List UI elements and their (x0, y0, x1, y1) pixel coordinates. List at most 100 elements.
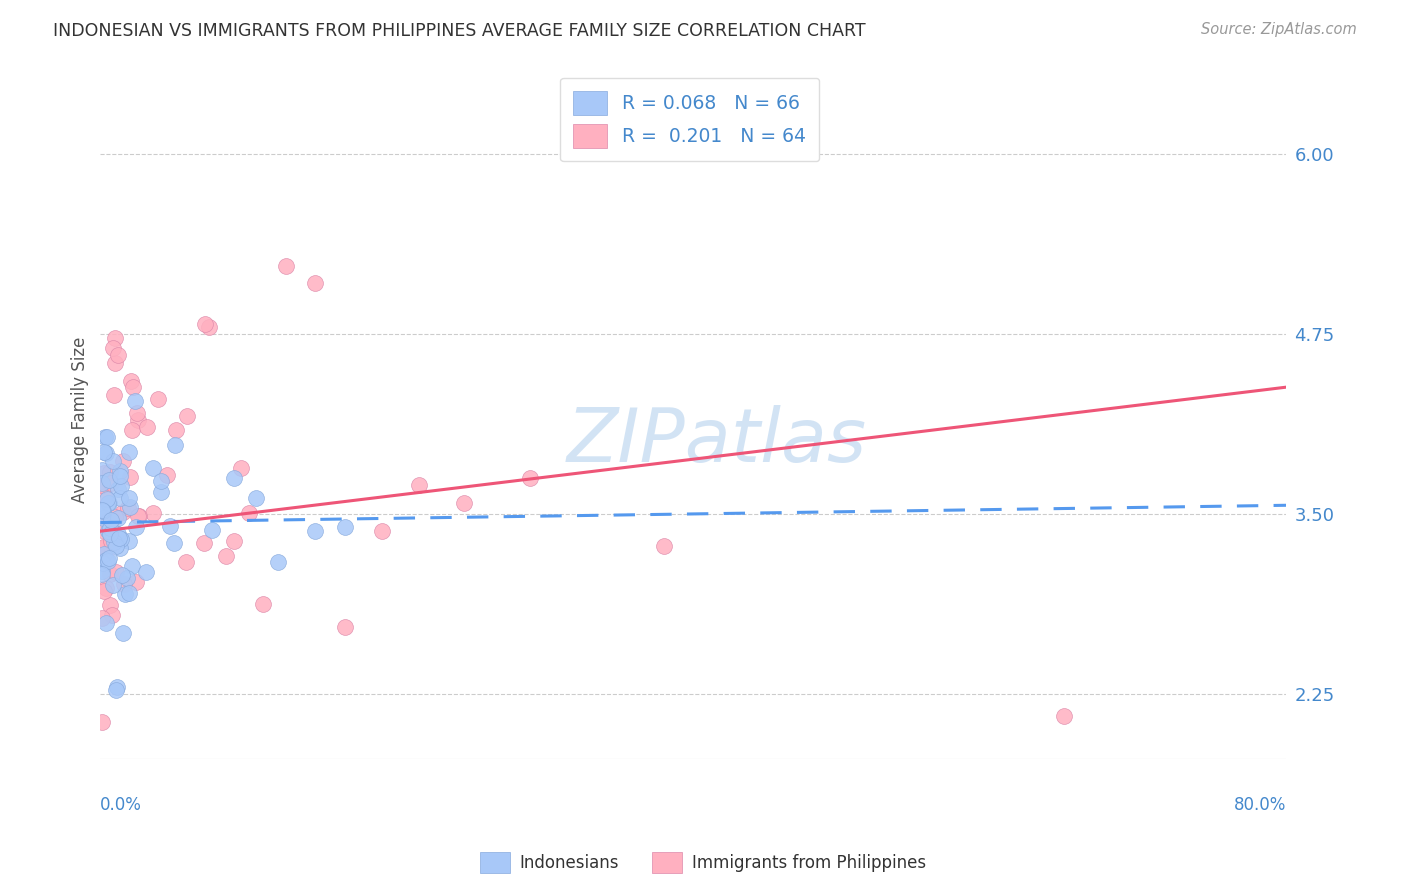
Point (652, 539, 675, 553)
Point (127, 406, 149, 420)
Point (112, 577, 135, 591)
Point (100, 533, 122, 548)
Point (91, 463, 114, 477)
Point (103, 356, 125, 370)
Text: 80.0%: 80.0% (1234, 796, 1286, 814)
Point (103, 535, 125, 549)
Point (125, 520, 148, 534)
Point (104, 682, 127, 697)
Point (159, 519, 181, 533)
Legend: Indonesians, Immigrants from Philippines: Indonesians, Immigrants from Philippines (472, 846, 934, 880)
Point (107, 531, 129, 545)
Point (91, 541, 114, 555)
Point (121, 424, 143, 438)
Point (90, 478, 112, 492)
Point (101, 578, 124, 592)
Point (90, 475, 112, 490)
Point (94, 446, 117, 460)
Point (120, 375, 142, 389)
Point (111, 626, 134, 640)
Point (146, 392, 169, 406)
Point (100, 475, 122, 490)
Point (110, 491, 132, 506)
Point (90, 715, 112, 730)
Point (98, 465, 121, 479)
Point (124, 393, 146, 408)
Point (94, 616, 117, 631)
Point (105, 565, 128, 579)
Point (274, 259, 297, 273)
Point (100, 521, 122, 535)
Point (198, 319, 221, 334)
Point (90, 503, 112, 517)
Point (333, 620, 356, 634)
Point (408, 478, 430, 492)
Point (94, 581, 117, 595)
Point (111, 505, 134, 519)
Point (104, 510, 127, 524)
Point (105, 680, 128, 694)
Point (94, 490, 117, 504)
Point (103, 341, 125, 355)
Point (107, 510, 129, 524)
Point (100, 541, 122, 555)
Point (93, 547, 115, 561)
Point (238, 506, 260, 520)
Point (135, 420, 157, 434)
Point (107, 527, 129, 541)
Point (371, 524, 394, 538)
Point (194, 317, 217, 331)
Point (104, 539, 127, 553)
Point (150, 485, 173, 500)
Point (118, 445, 141, 459)
Point (98, 566, 121, 581)
Point (222, 470, 245, 484)
Point (118, 500, 141, 514)
Point (93, 583, 115, 598)
Point (125, 574, 148, 589)
Point (94, 430, 117, 444)
Point (118, 470, 141, 484)
Point (93, 556, 115, 570)
Point (98, 512, 121, 526)
Point (142, 461, 165, 475)
Point (165, 438, 187, 452)
Point (98, 526, 121, 541)
Point (127, 509, 149, 524)
Point (117, 571, 139, 585)
Point (97, 496, 120, 510)
Point (108, 464, 131, 478)
Point (90, 564, 112, 578)
Point (110, 479, 132, 493)
Point (453, 496, 475, 510)
Point (222, 534, 245, 549)
Point (127, 413, 149, 427)
Point (114, 586, 136, 600)
Point (110, 532, 132, 546)
Point (97, 473, 120, 487)
Text: ZIPatlas: ZIPatlas (567, 405, 868, 476)
Point (112, 453, 135, 467)
Point (93, 445, 115, 459)
Point (96, 491, 118, 506)
Point (100, 512, 122, 526)
Point (110, 541, 132, 555)
Point (117, 500, 139, 515)
Point (103, 388, 125, 402)
Text: INDONESIAN VS IMMIGRANTS FROM PHILIPPINES AVERAGE FAMILY SIZE CORRELATION CHART: INDONESIAN VS IMMIGRANTS FROM PHILIPPINE… (53, 22, 866, 40)
Point (90, 611, 112, 625)
Point (118, 586, 141, 600)
Point (150, 474, 173, 488)
Point (215, 549, 238, 564)
Point (97, 496, 120, 510)
Point (118, 533, 141, 548)
Point (252, 598, 274, 612)
Point (94, 553, 117, 567)
Point (156, 467, 179, 482)
Text: Source: ZipAtlas.com: Source: ZipAtlas.com (1201, 22, 1357, 37)
Point (142, 506, 165, 520)
Point (103, 454, 125, 468)
Point (1053, 708, 1076, 723)
Point (135, 565, 157, 579)
Point (97, 554, 120, 568)
